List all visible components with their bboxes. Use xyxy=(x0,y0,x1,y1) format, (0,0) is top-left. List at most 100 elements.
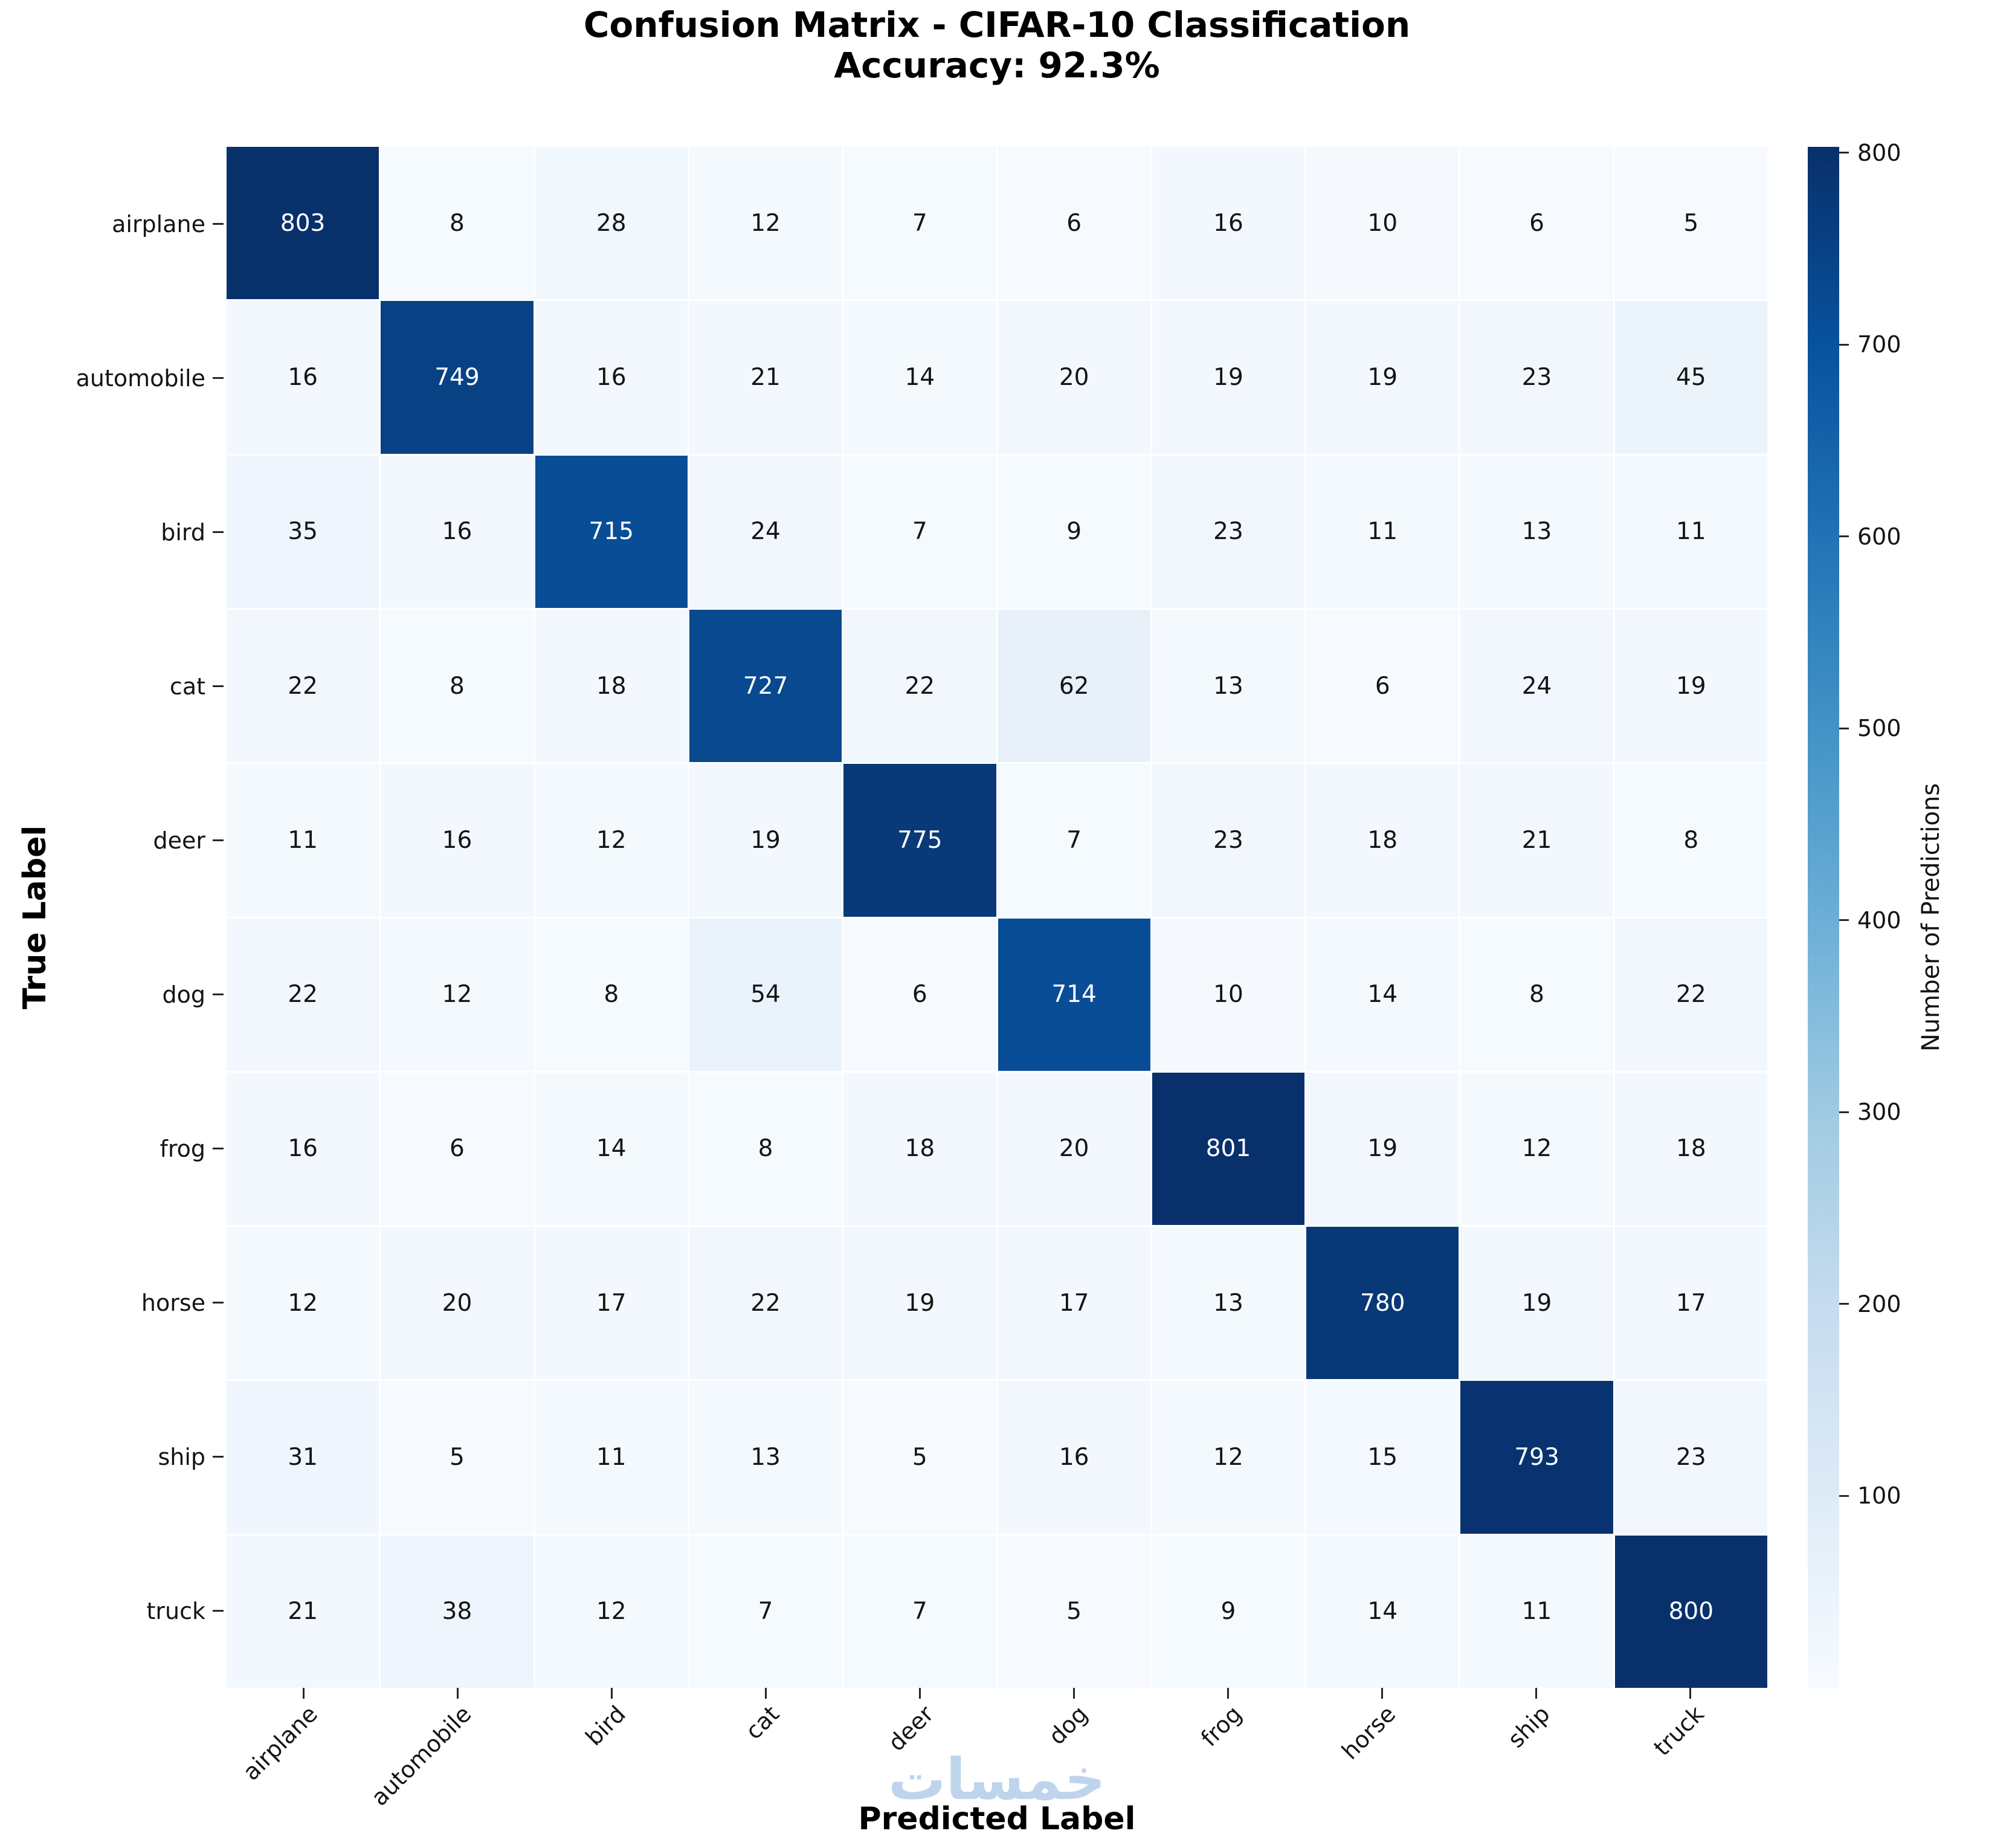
heatmap-cell: 16 xyxy=(535,301,688,454)
heatmap-cell: 16 xyxy=(998,1381,1150,1534)
chart-subtitle: Accuracy: 92.3% xyxy=(834,44,1160,86)
title-block: Confusion Matrix - CIFAR-10 Classificati… xyxy=(227,5,1767,85)
heatmap-cell: 21 xyxy=(1460,764,1613,917)
heatmap-cell: 793 xyxy=(1460,1381,1613,1534)
heatmap-cell: 21 xyxy=(689,301,842,454)
y-tick-mark xyxy=(213,1456,224,1458)
heatmap-cell: 22 xyxy=(689,1227,842,1380)
heatmap-cell: 14 xyxy=(843,301,996,454)
heatmap-cell: 12 xyxy=(1152,1381,1305,1534)
y-tick-mark xyxy=(213,1302,224,1304)
heatmap-cell: 13 xyxy=(1460,455,1613,608)
heatmap-cell: 19 xyxy=(1152,301,1305,454)
heatmap-cell: 714 xyxy=(998,918,1150,1071)
heatmap-cell: 8 xyxy=(381,147,534,300)
x-tick-mark xyxy=(1535,1688,1537,1699)
heatmap-cell: 7 xyxy=(689,1535,842,1688)
heatmap-cell: 24 xyxy=(689,455,842,608)
heatmap-cell: 12 xyxy=(381,918,534,1071)
x-tick-mark xyxy=(1227,1688,1229,1699)
heatmap-cell: 7 xyxy=(843,455,996,608)
colorbar-tick-mark xyxy=(1839,919,1849,922)
heatmap-cell: 5 xyxy=(843,1381,996,1534)
y-tick-label: ship xyxy=(158,1443,205,1470)
y-tick-mark xyxy=(213,223,224,225)
heatmap-cell: 727 xyxy=(689,609,842,763)
heatmap-cell: 14 xyxy=(1306,918,1459,1071)
heatmap-cell: 8 xyxy=(535,918,688,1071)
heatmap-cell: 12 xyxy=(1460,1072,1613,1226)
y-tick-label: frog xyxy=(160,1135,205,1162)
heatmap-cell: 11 xyxy=(1306,455,1459,608)
colorbar-tick-label: 600 xyxy=(1857,523,1901,550)
heatmap-cell: 800 xyxy=(1614,1535,1767,1688)
heatmap-cell: 8 xyxy=(381,609,534,763)
heatmap-cell: 801 xyxy=(1152,1072,1305,1226)
ytick-labels: airplane automobile bird cat deer dog frog hors… xyxy=(0,147,205,1688)
y-tick-label: bird xyxy=(161,519,205,546)
heatmap-cell: 19 xyxy=(1306,1072,1459,1226)
heatmap-cell: 6 xyxy=(1460,147,1613,300)
heatmap-cell: 20 xyxy=(998,301,1150,454)
heatmap-cell: 7 xyxy=(998,764,1150,917)
y-tick-mark xyxy=(213,1148,224,1149)
heatmap-cell: 17 xyxy=(535,1227,688,1380)
heatmap-cell: 11 xyxy=(1614,455,1767,608)
y-tick-label: truck xyxy=(146,1597,205,1624)
heatmap-cell: 18 xyxy=(535,609,688,763)
colorbar xyxy=(1808,147,1839,1688)
heatmap-cell: 12 xyxy=(535,764,688,917)
heatmap-cell: 19 xyxy=(689,764,842,917)
heatmap-cell: 10 xyxy=(1152,918,1305,1071)
heatmap-cell: 31 xyxy=(227,1381,379,1534)
colorbar-tick-label: 200 xyxy=(1857,1290,1901,1317)
heatmap-cell: 749 xyxy=(381,301,534,454)
colorbar-tick-label: 500 xyxy=(1857,715,1901,742)
x-tick-mark xyxy=(919,1688,921,1699)
x-tick-mark xyxy=(1381,1688,1383,1699)
x-tick-mark xyxy=(303,1688,305,1699)
colorbar-tick-label: 300 xyxy=(1857,1099,1901,1126)
heatmap-cell: 19 xyxy=(1460,1227,1613,1380)
heatmap-cell: 12 xyxy=(227,1227,379,1380)
heatmap-cell: 6 xyxy=(998,147,1150,300)
heatmap-cell: 38 xyxy=(381,1535,534,1688)
heatmap-cell: 24 xyxy=(1460,609,1613,763)
heatmap-grid: 803 8 28 12 7 6 16 10 6 5 16 749 16 21 14 20 19 19 23 45 35 1… xyxy=(227,147,1767,1688)
y-tick-mark xyxy=(213,685,224,687)
heatmap-cell: 22 xyxy=(1614,918,1767,1071)
y-tick-mark xyxy=(213,531,224,533)
heatmap-cell: 16 xyxy=(227,1072,379,1226)
colorbar-tick-label: 400 xyxy=(1857,906,1901,934)
y-tick-label: cat xyxy=(169,673,205,700)
heatmap-cell: 803 xyxy=(227,147,379,300)
heatmap-cell: 23 xyxy=(1152,455,1305,608)
heatmap-cell: 19 xyxy=(1614,609,1767,763)
heatmap-cell: 5 xyxy=(381,1381,534,1534)
heatmap-cell: 19 xyxy=(843,1227,996,1380)
heatmap-cell: 22 xyxy=(227,609,379,763)
colorbar-tick-mark xyxy=(1839,1494,1849,1497)
heatmap-cell: 14 xyxy=(535,1072,688,1226)
x-tick-mark xyxy=(1073,1688,1075,1699)
heatmap-cell: 11 xyxy=(1460,1535,1613,1688)
heatmap-cell: 9 xyxy=(998,455,1150,608)
heatmap-cell: 16 xyxy=(227,301,379,454)
heatmap-cell: 18 xyxy=(1306,764,1459,917)
heatmap-cell: 17 xyxy=(998,1227,1150,1380)
heatmap-cell: 9 xyxy=(1152,1535,1305,1688)
colorbar-tick-mark xyxy=(1839,1111,1849,1113)
heatmap-cell: 7 xyxy=(843,147,996,300)
heatmap-cell: 22 xyxy=(843,609,996,763)
y-tick-label: deer xyxy=(153,827,205,854)
heatmap-cell: 20 xyxy=(381,1227,534,1380)
y-tick-label: dog xyxy=(162,981,206,1008)
heatmap-cell: 780 xyxy=(1306,1227,1459,1380)
colorbar-tick-label: 100 xyxy=(1857,1482,1901,1510)
colorbar-tick-mark xyxy=(1839,343,1849,346)
heatmap-cell: 21 xyxy=(227,1535,379,1688)
heatmap-cell: 8 xyxy=(1460,918,1613,1071)
y-tick-mark xyxy=(213,1610,224,1612)
y-tick-mark xyxy=(213,839,224,841)
heatmap-cell: 18 xyxy=(1614,1072,1767,1226)
